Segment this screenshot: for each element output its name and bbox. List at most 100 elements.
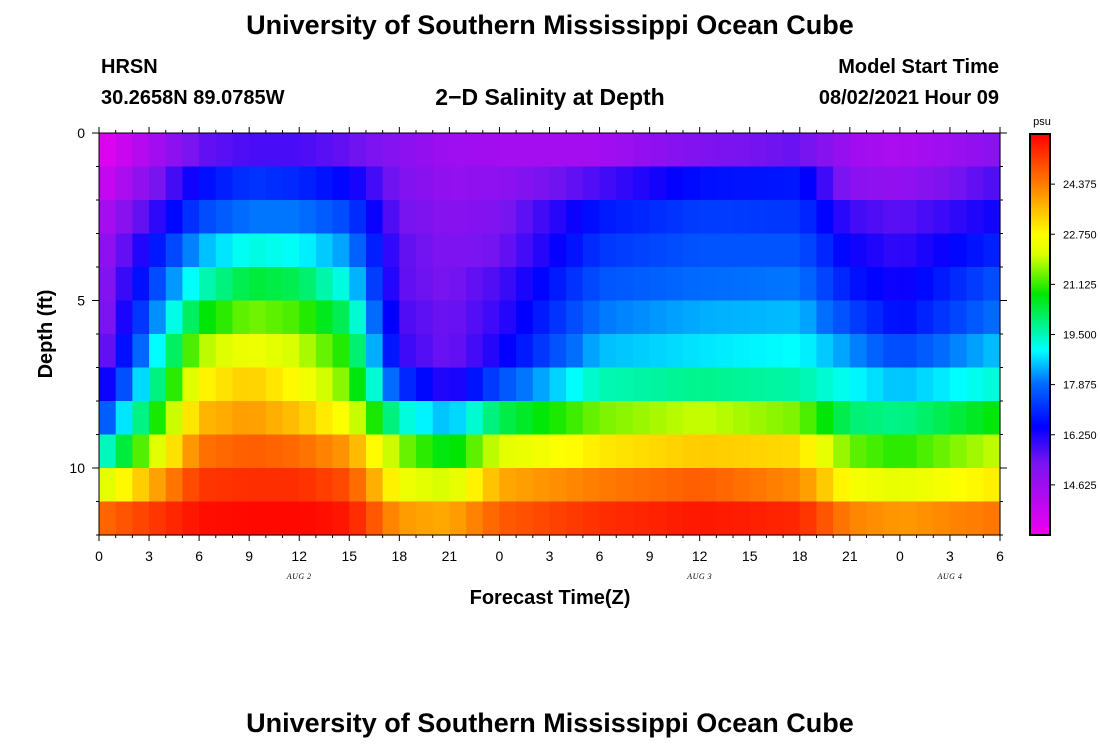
heatmap-cell — [416, 133, 434, 168]
heatmap-cell — [365, 367, 384, 402]
heatmap-cells — [99, 133, 1001, 536]
heatmap-cell — [315, 267, 334, 302]
heatmap-cell — [699, 401, 717, 436]
heatmap-cell — [549, 501, 567, 536]
heatmap-cell — [783, 334, 801, 369]
heatmap-cell — [165, 501, 184, 536]
heatmap-cell — [199, 267, 217, 302]
heatmap-cell — [399, 334, 417, 369]
plot-title: 2−D Salinity at Depth — [435, 84, 665, 110]
heatmap-cell — [766, 401, 784, 436]
heatmap-cell — [132, 334, 150, 369]
heatmap-cell — [349, 233, 367, 268]
heatmap-cell — [966, 434, 984, 469]
heatmap-cell — [165, 267, 184, 302]
heatmap-cell — [232, 434, 250, 469]
colorbar-unit: psu — [1033, 116, 1051, 128]
heatmap-cell — [983, 468, 1001, 503]
heatmap-cell — [883, 468, 901, 503]
heatmap-cell — [716, 334, 734, 369]
heatmap-cell — [382, 468, 400, 503]
heatmap-cell — [466, 133, 484, 168]
heatmap-cell — [199, 367, 217, 402]
heatmap-cell — [883, 200, 901, 235]
heatmap-cell — [416, 501, 434, 536]
heatmap-cell — [482, 267, 501, 302]
heatmap-cell — [432, 166, 450, 201]
heatmap-cell — [682, 166, 701, 201]
heatmap-cell — [866, 166, 884, 201]
date-label: AUG 2 — [286, 572, 312, 581]
heatmap-cell — [165, 166, 184, 201]
date-label: AUG 4 — [936, 572, 962, 581]
heatmap-cell — [749, 166, 768, 201]
heatmap-cell — [616, 501, 634, 536]
heatmap-cell — [666, 267, 684, 302]
heatmap-cell — [833, 401, 851, 436]
heatmap-cell — [833, 133, 851, 168]
x-tick-label: 6 — [195, 548, 203, 564]
heatmap-cell — [215, 233, 234, 268]
heatmap-cell — [115, 367, 133, 402]
heatmap-cell — [466, 367, 484, 402]
heatmap-cell — [99, 133, 117, 168]
heatmap-cell — [549, 334, 567, 369]
heatmap-cell — [199, 501, 217, 536]
heatmap-cell — [949, 233, 968, 268]
heatmap-cell — [649, 334, 667, 369]
heatmap-cell — [549, 401, 567, 436]
heatmap-cell — [566, 133, 584, 168]
heatmap-cell — [516, 468, 534, 503]
heatmap-cell — [382, 133, 400, 168]
heatmap-cell — [833, 166, 851, 201]
heatmap-cell — [132, 267, 150, 302]
colorbar-tick-label: 24.375 — [1063, 179, 1097, 191]
heatmap-cell — [833, 367, 851, 402]
heatmap-cell — [816, 367, 834, 402]
heatmap-cell — [849, 233, 868, 268]
heatmap-cell — [983, 166, 1001, 201]
heatmap-cell — [916, 200, 934, 235]
colorbar-tick-label: 14.625 — [1063, 480, 1097, 492]
heatmap-cell — [215, 501, 234, 536]
heatmap-cell — [416, 166, 434, 201]
heatmap-cell — [232, 200, 250, 235]
date-label: AUG 3 — [686, 572, 712, 581]
heatmap-cell — [132, 166, 150, 201]
heatmap-cell — [466, 434, 484, 469]
heatmap-cell — [933, 334, 951, 369]
heatmap-cell — [466, 200, 484, 235]
heatmap-cell — [849, 200, 868, 235]
heatmap-cell — [733, 200, 751, 235]
heatmap-cell — [115, 434, 133, 469]
heatmap-cell — [499, 267, 517, 302]
heatmap-cell — [799, 501, 818, 536]
heatmap-cell — [215, 166, 234, 201]
heatmap-cell — [632, 267, 651, 302]
heatmap-cell — [799, 401, 818, 436]
heatmap-cell — [582, 434, 601, 469]
heatmap-cell — [949, 267, 968, 302]
heatmap-cell — [666, 334, 684, 369]
date-labels: AUG 2 AUG 3 AUG 4 — [286, 572, 962, 581]
x-tick-label: 15 — [742, 548, 758, 564]
heatmap-cell — [933, 367, 951, 402]
heatmap-cell — [816, 300, 834, 335]
heatmap-cell — [499, 468, 517, 503]
heatmap-cell — [199, 300, 217, 335]
heatmap-cell — [349, 166, 367, 201]
x-axis-label: Forecast Time(Z) — [470, 587, 631, 609]
heatmap-cell — [199, 200, 217, 235]
heatmap-cell — [816, 434, 834, 469]
heatmap-cell — [115, 501, 133, 536]
heatmap-cell — [733, 501, 751, 536]
heatmap-cell — [165, 300, 184, 335]
heatmap-cell — [299, 233, 317, 268]
heatmap-cell — [282, 334, 300, 369]
heatmap-cell — [482, 434, 501, 469]
heatmap-cell — [866, 267, 884, 302]
x-tick-label: 21 — [842, 548, 858, 564]
heatmap-cell — [299, 334, 317, 369]
heatmap-cell — [249, 334, 267, 369]
colorbar — [1029, 133, 1051, 536]
